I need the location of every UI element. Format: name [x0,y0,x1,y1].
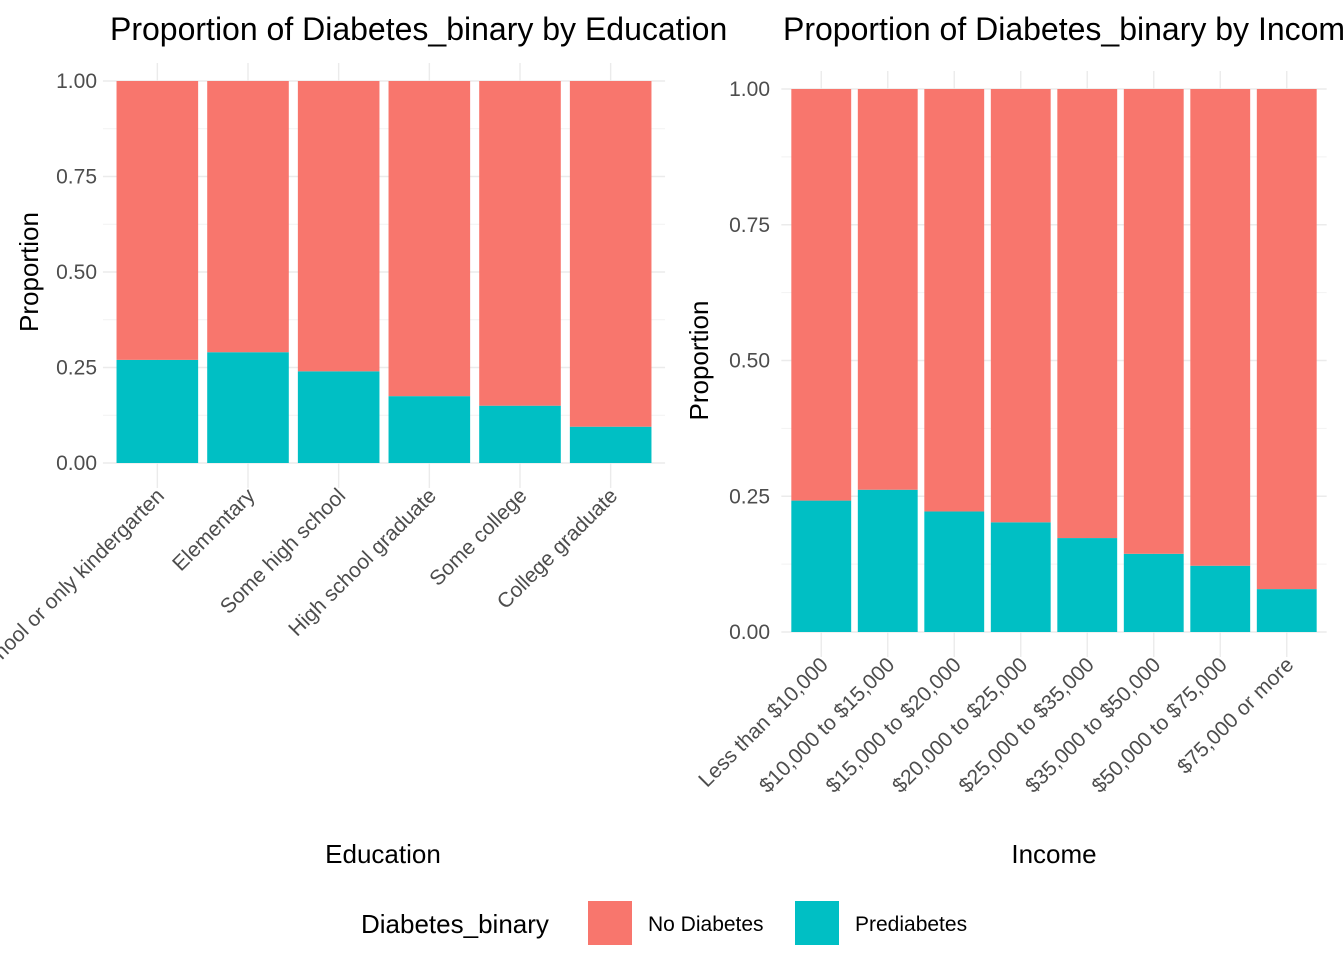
x-tick-label: High school graduate [284,484,441,641]
y-tick-label: 0.75 [729,214,770,237]
bar-prediabetes-10-000-to-15-000 [857,489,918,632]
legend-label-prediabetes: Prediabetes [855,913,967,936]
x-tick-label: Elementary [168,484,260,576]
x-axis-title: Education [325,839,441,869]
bar-no-diabetes-elementary [207,81,289,353]
bar-no-diabetes-25-000-to-35-000 [1057,89,1118,539]
y-tick-label: 0.00 [56,452,97,475]
bar-prediabetes-elementary [207,352,289,463]
bar-prediabetes-50-000-to-75-000 [1190,565,1251,632]
legend-label-no-diabetes: No Diabetes [648,913,764,936]
bar-prediabetes-25-000-to-35-000 [1057,538,1118,632]
bar-no-diabetes-less-than-10-000 [791,89,852,501]
bar-prediabetes-some-college [479,405,561,463]
legend: Diabetes_binary No Diabetes Prediabetes [361,901,967,945]
bar-prediabetes-less-than-10-000 [791,500,852,632]
bar-prediabetes-15-000-to-20-000 [924,511,985,632]
bar-prediabetes-high-school-graduate [388,396,471,463]
bar-no-diabetes-some-college [479,81,561,406]
bar-prediabetes-never-attended-school-or-only-kindergarten [116,359,199,463]
bar-no-diabetes-high-school-graduate [388,81,471,397]
y-tick-label: 0.50 [729,350,770,373]
bar-prediabetes-some-high-school [297,371,380,463]
bar-prediabetes-75-000-or-more [1256,589,1317,632]
bar-no-diabetes-15-000-to-20-000 [924,89,985,512]
legend-title: Diabetes_binary [361,909,549,939]
x-tick-label: Never attended school or only kindergart… [0,484,169,784]
chart-title: Proportion of Diabetes_binary by Income [783,11,1344,47]
y-tick-label: 0.75 [56,166,97,189]
legend-swatch-prediabetes [795,901,839,945]
bar-no-diabetes-35-000-to-50-000 [1123,89,1184,554]
y-tick-label: 0.00 [729,621,770,644]
y-tick-label: 0.25 [729,485,770,508]
bar-prediabetes-20-000-to-25-000 [990,522,1051,632]
chart-title: Proportion of Diabetes_binary by Educati… [110,11,727,47]
bar-no-diabetes-20-000-to-25-000 [990,89,1051,523]
y-tick-label: 1.00 [729,78,770,101]
bar-no-diabetes-some-high-school [297,81,380,372]
y-tick-label: 1.00 [56,70,97,93]
y-tick-label: 0.25 [56,357,97,380]
bar-prediabetes-35-000-to-50-000 [1123,553,1184,632]
legend-swatch-no-diabetes [588,901,632,945]
x-tick-label: Less than $10,000 [694,653,832,791]
bar-no-diabetes-10-000-to-15-000 [857,89,918,490]
bar-prediabetes-college-graduate [569,426,652,463]
y-axis-title: Proportion [684,301,714,421]
x-tick-label: $75,000 or more [1173,653,1298,778]
y-tick-label: 0.50 [56,261,97,284]
bar-no-diabetes-college-graduate [569,81,652,427]
education-panel: 0.00 0.25 0.50 0.75 1.00 Never attended schoo… [0,11,727,869]
bar-no-diabetes-50-000-to-75-000 [1190,89,1251,566]
bar-no-diabetes-never-attended-school-or-only-kindergarten [116,81,199,360]
bar-no-diabetes-75-000-or-more [1256,89,1317,590]
y-axis-title: Proportion [14,212,44,332]
x-axis-title: Income [1011,839,1096,869]
